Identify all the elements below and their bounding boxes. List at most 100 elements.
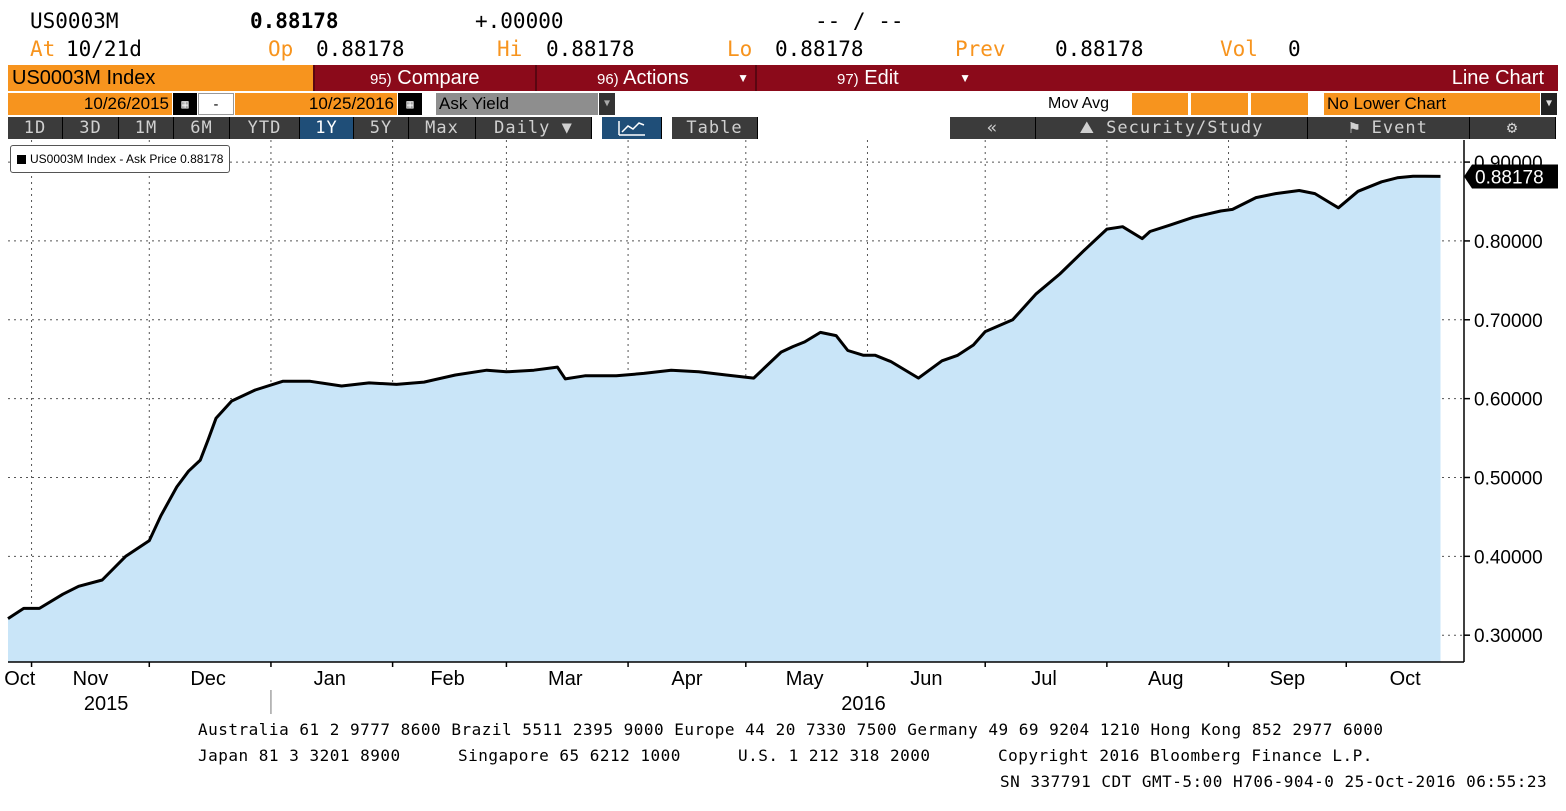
edit-label: Edit bbox=[864, 67, 899, 89]
prev-label: Prev bbox=[955, 37, 1006, 61]
tab-1m[interactable]: 1M bbox=[119, 117, 174, 139]
lower-chart-select[interactable]: No Lower Chart bbox=[1324, 93, 1540, 115]
x-tick-label: Oct bbox=[1390, 668, 1422, 690]
field-select[interactable]: Ask Yield bbox=[436, 93, 598, 115]
tab-1y[interactable]: 1Y bbox=[300, 117, 354, 139]
y-tick-label: 0.30000 bbox=[1474, 626, 1543, 647]
chevron-down-icon[interactable]: ▼ bbox=[599, 93, 615, 115]
x-tick-label: Jul bbox=[1031, 668, 1057, 690]
footer-us: U.S. 1 212 318 2000 bbox=[738, 746, 931, 765]
chevron-down-icon: ▼ bbox=[737, 71, 749, 85]
footer-copyright: Copyright 2016 Bloomberg Finance L.P. bbox=[998, 746, 1373, 765]
chart-type-label[interactable]: Line Chart bbox=[1451, 67, 1544, 89]
x-tick-label: Mar bbox=[548, 668, 583, 690]
mov-avg-field-1[interactable] bbox=[1132, 93, 1188, 115]
x-tick-label: Nov bbox=[73, 668, 109, 690]
high-value: 0.88178 bbox=[546, 37, 635, 61]
x-tick-label: Aug bbox=[1148, 668, 1184, 690]
line-chart-toggle[interactable] bbox=[602, 117, 662, 139]
x-tick-label: Sep bbox=[1270, 668, 1306, 690]
x-tick-label: Oct bbox=[4, 668, 36, 690]
series-line bbox=[7, 174, 1441, 620]
table-toggle[interactable]: Table bbox=[672, 117, 758, 139]
at-value: 10/21d bbox=[66, 37, 142, 61]
frequency-select[interactable]: Daily ▼ bbox=[476, 117, 592, 139]
x-tick-label: Jan bbox=[314, 668, 346, 690]
mov-avg-field-3[interactable] bbox=[1251, 93, 1308, 115]
legend-swatch bbox=[17, 155, 26, 164]
security-title[interactable]: US0003M Index bbox=[8, 65, 313, 91]
time-separator: -- / -- bbox=[815, 9, 904, 33]
net-change: +.00000 bbox=[475, 9, 564, 33]
chevron-down-icon[interactable]: ▼ bbox=[1541, 93, 1557, 115]
y-tick-label: 0.60000 bbox=[1474, 390, 1543, 411]
actions-number: 96) bbox=[597, 71, 619, 88]
compare-number: 95) bbox=[370, 71, 392, 88]
volume-value: 0 bbox=[1288, 37, 1301, 61]
line-chart-icon bbox=[617, 121, 645, 136]
ticker: US0003M bbox=[30, 9, 119, 33]
security-study-label: Security/Study bbox=[1106, 118, 1264, 138]
mov-avg-field-2[interactable] bbox=[1191, 93, 1248, 115]
tab-6m[interactable]: 6M bbox=[174, 117, 230, 139]
study-icon: ⛰ bbox=[1079, 118, 1095, 138]
gear-icon[interactable]: ⚙ bbox=[1470, 117, 1556, 139]
year-label: 2015 bbox=[84, 693, 129, 715]
legend-label: US0003M Index - Ask Price 0.88178 bbox=[30, 152, 224, 166]
y-axis: 0.30000 0.40000 0.50000 0.60000 0.70000 0.800… bbox=[1463, 140, 1543, 662]
actions-button[interactable]: 96) Actions ▼ bbox=[535, 65, 755, 91]
x-tick-label: Jun bbox=[910, 668, 942, 690]
collapse-button[interactable]: « bbox=[950, 117, 1036, 139]
tab-3d[interactable]: 3D bbox=[63, 117, 119, 139]
tab-max[interactable]: Max bbox=[409, 117, 476, 139]
tab-ytd[interactable]: YTD bbox=[230, 117, 300, 139]
line-chart: 0.30000 0.40000 0.50000 0.60000 0.70000 0.800… bbox=[4, 140, 1558, 715]
actions-label: Actions bbox=[623, 67, 689, 89]
area-fill bbox=[8, 176, 1441, 663]
edit-number: 97) bbox=[837, 71, 859, 88]
mov-avg-label: Mov Avg bbox=[1040, 93, 1132, 115]
footer-japan: Japan 81 3 3201 8900 bbox=[198, 746, 401, 765]
calendar-icon[interactable]: ▦ bbox=[398, 93, 422, 115]
last-price: 0.88178 bbox=[250, 9, 339, 33]
at-label: At bbox=[30, 37, 56, 61]
security-study-button[interactable]: ⛰ Security/Study bbox=[1036, 117, 1308, 139]
year-label: 2016 bbox=[841, 693, 886, 715]
edit-button[interactable]: 97) Edit ▼ bbox=[755, 65, 977, 91]
event-label: Event bbox=[1371, 118, 1428, 138]
last-value-label: 0.88178 bbox=[1475, 167, 1544, 188]
low-value: 0.88178 bbox=[775, 37, 864, 61]
x-tick-label: May bbox=[786, 668, 824, 690]
calendar-icon[interactable]: ▦ bbox=[173, 93, 197, 115]
high-label: Hi bbox=[497, 37, 523, 61]
footer-contacts-line1: Australia 61 2 9777 8600 Brazil 5511 239… bbox=[198, 720, 1384, 739]
low-label: Lo bbox=[727, 37, 753, 61]
tab-1d[interactable]: 1D bbox=[8, 117, 63, 139]
last-value-flag bbox=[1464, 164, 1558, 189]
y-tick-label: 0.50000 bbox=[1474, 468, 1543, 489]
compare-button[interactable]: 95) Compare bbox=[313, 65, 535, 91]
end-date-field[interactable]: 10/25/2016 bbox=[235, 93, 397, 115]
x-axis: Oct Nov Dec Jan Feb Mar Apr May Jun Jul Aug Sep Oct 2… bbox=[4, 661, 1464, 715]
y-tick-label: 0.80000 bbox=[1474, 232, 1543, 253]
y-tick-label: 0.70000 bbox=[1474, 311, 1543, 332]
open-value: 0.88178 bbox=[316, 37, 405, 61]
event-button[interactable]: ⚑ Event bbox=[1308, 117, 1470, 139]
x-tick-label: Dec bbox=[190, 668, 226, 690]
y-tick-label: 0.40000 bbox=[1474, 547, 1543, 568]
start-date-field[interactable]: 10/26/2015 bbox=[8, 93, 172, 115]
open-label: Op bbox=[268, 37, 294, 61]
x-tick-label: Feb bbox=[430, 668, 464, 690]
tab-5y[interactable]: 5Y bbox=[354, 117, 409, 139]
flag-icon: ⚑ bbox=[1349, 118, 1361, 138]
compare-label: Compare bbox=[397, 67, 480, 89]
chevron-down-icon: ▼ bbox=[959, 71, 971, 85]
footer-session: SN 337791 CDT GMT-5:00 H706-904-0 25-Oct… bbox=[1000, 772, 1548, 791]
footer-singapore: Singapore 65 6212 1000 bbox=[458, 746, 681, 765]
prev-value: 0.88178 bbox=[1055, 37, 1144, 61]
date-dash: - bbox=[198, 93, 234, 115]
x-tick-label: Apr bbox=[671, 668, 702, 690]
last-value-marker: 0.88178 bbox=[1464, 164, 1558, 189]
chart-legend[interactable]: US0003M Index - Ask Price 0.88178 bbox=[10, 145, 231, 173]
volume-label: Vol bbox=[1220, 37, 1258, 61]
